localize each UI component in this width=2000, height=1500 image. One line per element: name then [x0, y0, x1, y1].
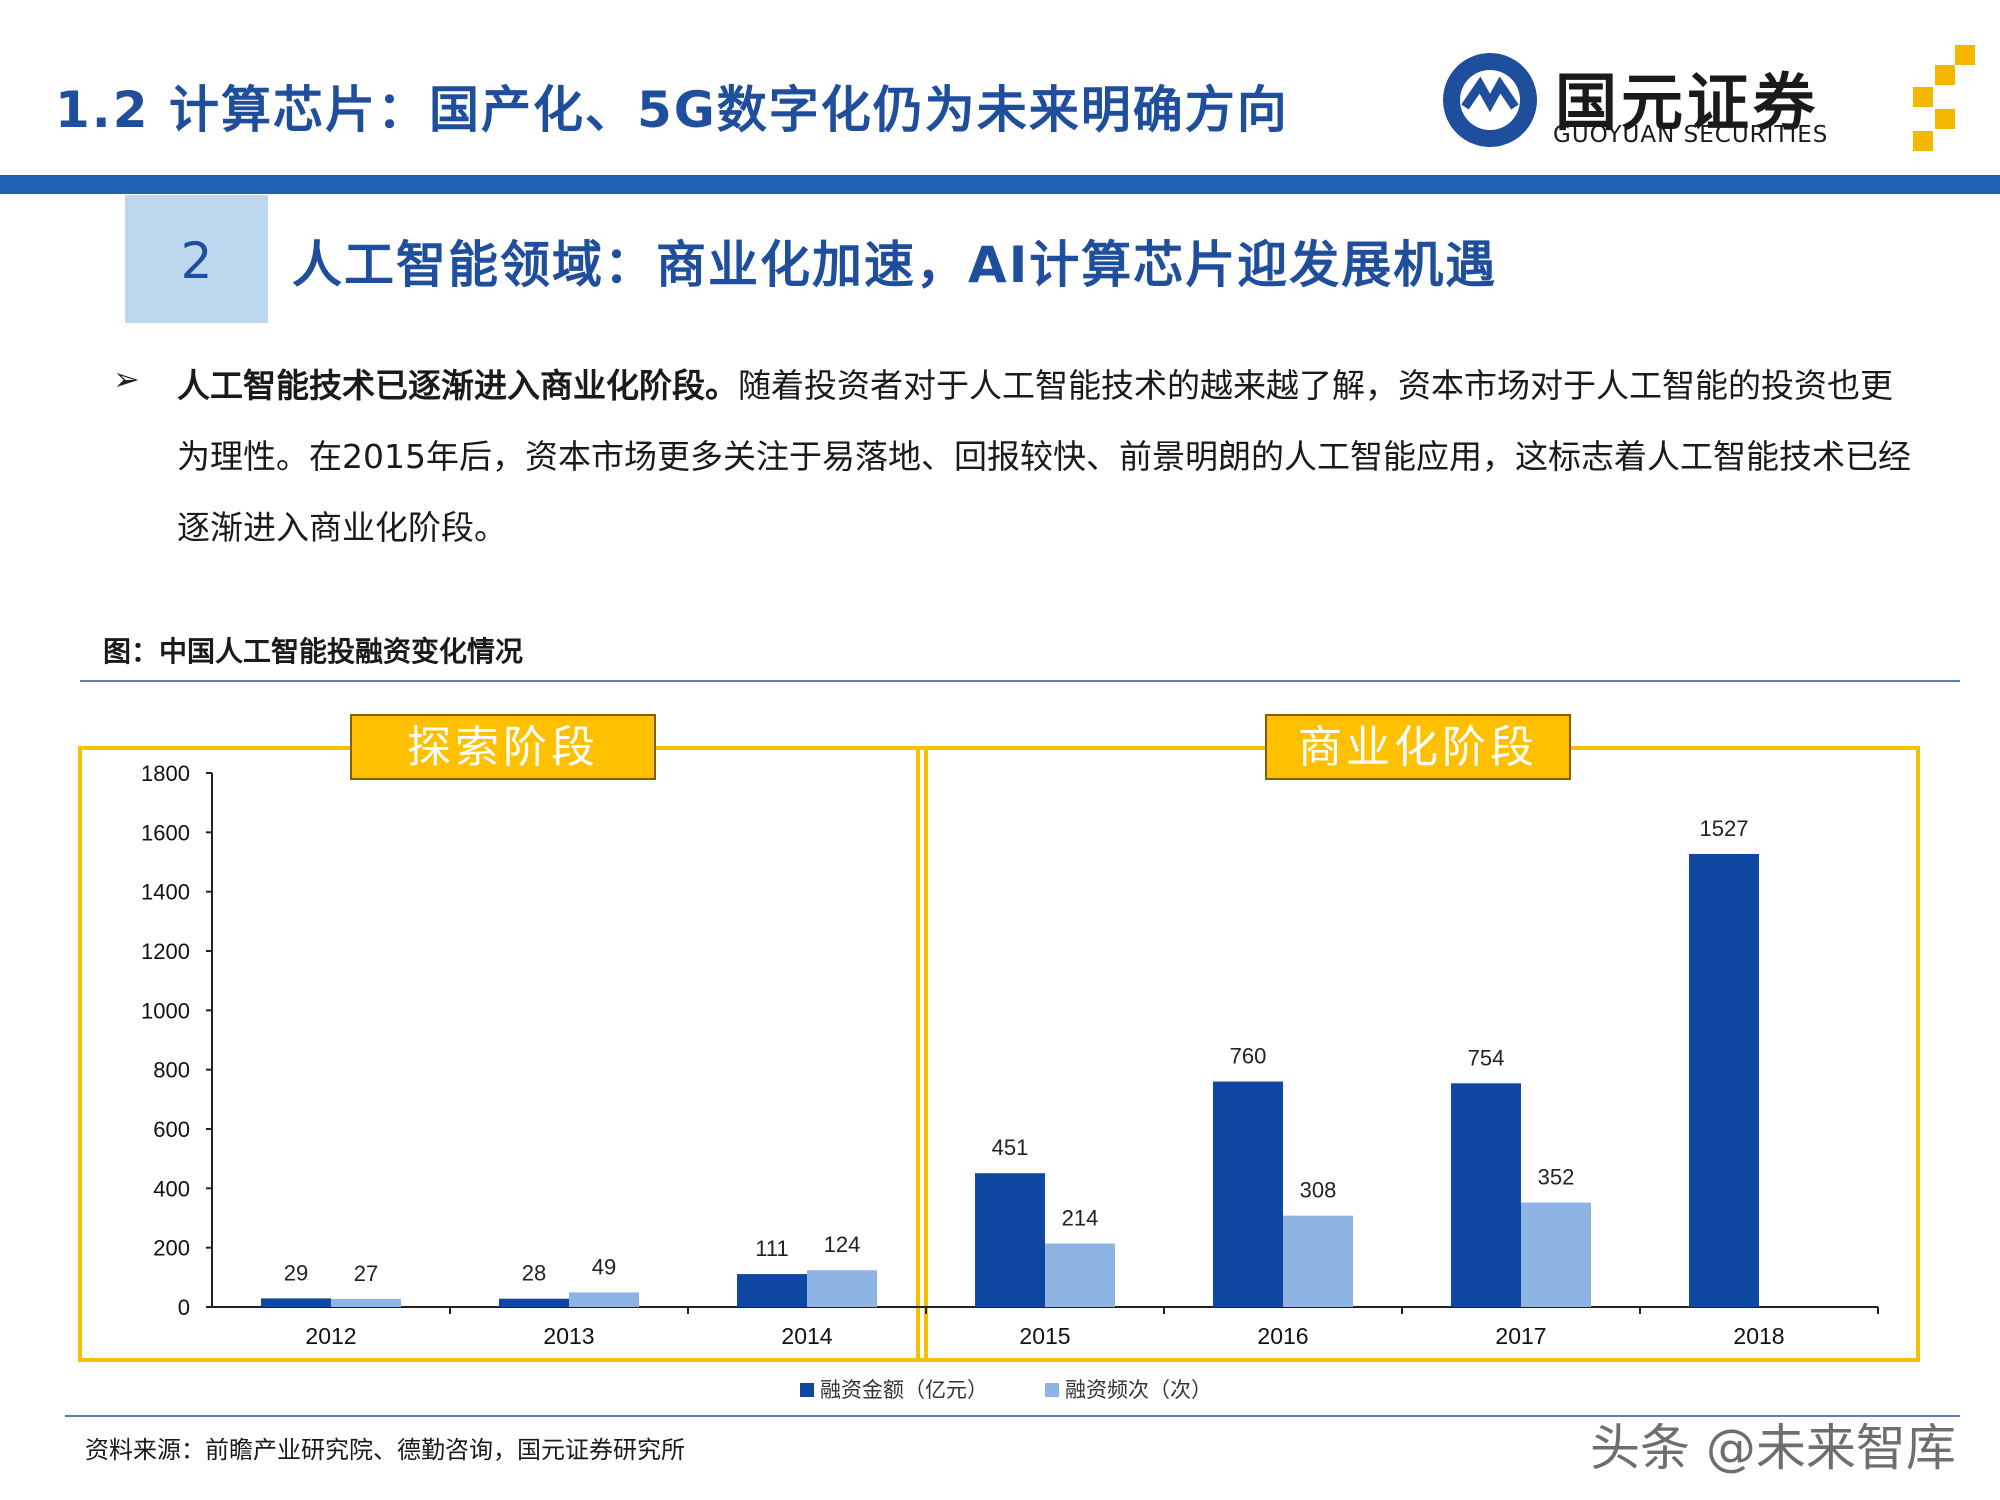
count-bar [569, 1292, 639, 1307]
y-tick-label: 1800 [141, 761, 190, 786]
y-tick-label: 0 [178, 1295, 190, 1320]
stage-label-box [1265, 714, 1571, 780]
amount-bar [1451, 1083, 1521, 1307]
y-tick-label: 1000 [141, 998, 190, 1023]
data-label: 308 [1300, 1178, 1337, 1203]
y-tick-label: 600 [153, 1117, 190, 1142]
data-label: 111 [755, 1236, 788, 1261]
legend-label: 融资频次（次） [1065, 1378, 1212, 1402]
data-label: 214 [1062, 1206, 1099, 1231]
count-bar [1045, 1243, 1115, 1307]
data-label: 451 [992, 1135, 1029, 1160]
figure-caption: 图：中国人工智能投融资变化情况 [103, 635, 524, 668]
x-tick-label: 2018 [1733, 1323, 1784, 1349]
count-bar [1283, 1215, 1353, 1307]
source-note: 资料来源：前瞻产业研究院、德勤咨询，国元证券研究所 [85, 1436, 685, 1464]
count-bar [807, 1270, 877, 1307]
header-divider-bar [0, 175, 2000, 194]
data-label: 352 [1538, 1165, 1575, 1190]
logo-english-name: GUOYUAN SECURITIES [1553, 122, 1829, 148]
x-tick-label: 2014 [781, 1323, 832, 1349]
data-label: 124 [824, 1232, 861, 1257]
paragraph-text: 随着投资者对于人工智能技术的越来越了解，资本市场对于人工智能的投资也更为理性。在… [177, 366, 1911, 547]
guoyuan-logo [1443, 45, 1975, 151]
amount-bar [737, 1274, 807, 1307]
amount-bar [975, 1173, 1045, 1307]
legend-swatch [1045, 1383, 1059, 1397]
section-number: 2 [180, 232, 213, 290]
amount-bar [499, 1298, 569, 1307]
data-label: 1527 [1700, 816, 1749, 841]
watermark: 头条 @未来智库 [1590, 1419, 1956, 1477]
slide-title: 1.2 计算芯片：国产化、5G数字化仍为未来明确方向 [55, 81, 1289, 139]
logo-chinese-name: 国元证券 [1555, 66, 1820, 139]
section-number-box [125, 195, 268, 323]
data-label: 754 [1468, 1045, 1505, 1070]
data-label: 28 [522, 1261, 546, 1286]
x-tick-label: 2013 [543, 1323, 594, 1349]
stage-label-box [350, 714, 656, 780]
body-paragraph: 人工智能技术已逐渐进入商业化阶段。随着投资者对于人工智能技术的越来越了解，资本市… [177, 350, 1917, 563]
x-tick-label: 2012 [305, 1323, 356, 1349]
y-tick-label: 1200 [141, 939, 190, 964]
x-tick-label: 2017 [1495, 1323, 1546, 1349]
stage-label: 探索阶段 [407, 722, 599, 773]
paragraph-lead: 人工智能技术已逐渐进入商业化阶段。 [177, 366, 738, 405]
amount-bar [1213, 1081, 1283, 1307]
count-bar [1521, 1202, 1591, 1307]
x-tick-label: 2015 [1019, 1323, 1070, 1349]
source-divider [65, 1415, 1960, 1417]
amount-bar [261, 1298, 331, 1307]
data-label: 760 [1230, 1044, 1267, 1069]
legend-label: 融资金额（亿元） [820, 1378, 988, 1402]
bullet-arrow-icon: ➢ [113, 360, 140, 398]
y-tick-label: 1400 [141, 880, 190, 905]
investment-bar-chart: 探索阶段 商业化阶段 0 200 400 600 800 1000 1200 1400 1600 1… [78, 714, 1920, 1402]
legend-swatch [800, 1383, 814, 1397]
data-label: 29 [284, 1260, 308, 1285]
stage-box [78, 746, 928, 1362]
y-tick-label: 1600 [141, 820, 190, 845]
stage-label: 商业化阶段 [1298, 722, 1538, 773]
y-tick-label: 800 [153, 1058, 190, 1083]
data-label: 49 [592, 1254, 616, 1279]
count-bar [331, 1298, 401, 1307]
y-tick-label: 400 [153, 1176, 190, 1201]
amount-bar [1689, 853, 1759, 1307]
caption-divider [80, 680, 1960, 682]
data-label: 27 [354, 1261, 378, 1286]
x-tick-label: 2016 [1257, 1323, 1308, 1349]
section-title: 人工智能领域：商业化加速，AI计算芯片迎发展机遇 [292, 236, 1498, 294]
y-tick-label: 200 [153, 1236, 190, 1261]
